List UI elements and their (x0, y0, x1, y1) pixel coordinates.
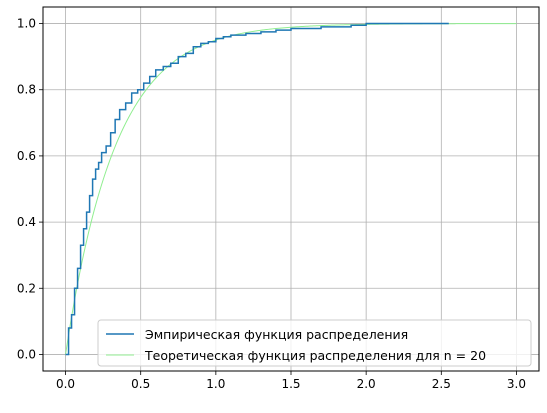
x-tick-label: 1.5 (281, 377, 300, 391)
y-tick-label: 0.8 (17, 83, 36, 97)
x-tick-label: 3.0 (507, 377, 526, 391)
y-tick-label: 0.0 (17, 347, 36, 361)
x-tick-label: 1.0 (206, 377, 225, 391)
y-axis: 0.0 0.2 0.4 0.6 0.8 1.0 (17, 17, 43, 361)
x-tick-label: 2.5 (432, 377, 451, 391)
legend-label-empirical: Эмпирическая функция распределения (145, 327, 408, 342)
legend: Эмпирическая функция распределения Теоре… (97, 319, 532, 367)
x-tick-label: 0.0 (56, 377, 75, 391)
x-tick-label: 2.0 (357, 377, 376, 391)
series-line-empirical (65, 22, 449, 356)
x-axis: 0.0 0.5 1.0 1.5 2.0 2.5 3.0 (56, 371, 526, 391)
y-tick-label: 0.4 (17, 215, 36, 229)
legend-box (97, 319, 532, 367)
y-tick-label: 1.0 (17, 17, 36, 31)
y-tick-label: 0.6 (17, 149, 36, 163)
legend-label-theoretical: Теоретическая функция распределения для … (144, 348, 486, 363)
y-tick-label: 0.2 (17, 281, 36, 295)
plot-lines (65, 22, 517, 356)
x-tick-label: 0.5 (131, 377, 150, 391)
